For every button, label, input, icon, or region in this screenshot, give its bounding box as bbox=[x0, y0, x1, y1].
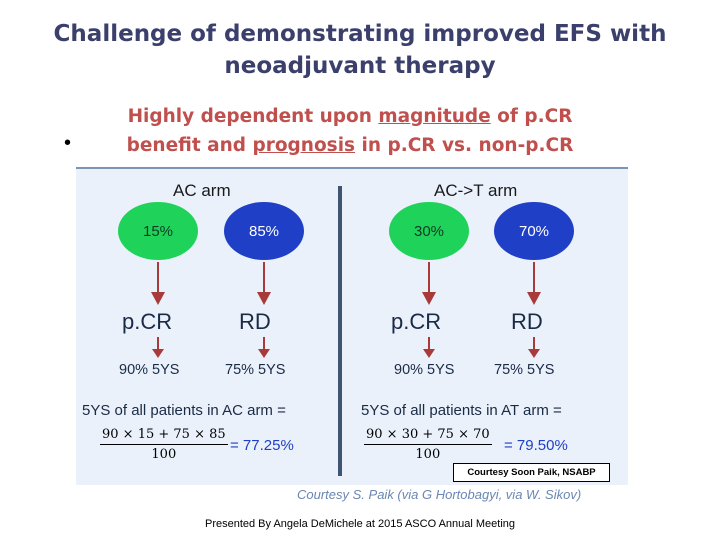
subtitle-text: in p.CR vs. non-p.CR bbox=[355, 135, 574, 156]
arm-divider bbox=[338, 186, 342, 476]
act-pcr-arrow bbox=[422, 262, 436, 305]
act-fraction-denominator: 100 bbox=[415, 447, 441, 462]
courtesy-line: Courtesy S. Paik (via G Hortobagyi, via … bbox=[297, 487, 582, 502]
slide-title-line-1: Challenge of demonstrating improved EFS … bbox=[53, 21, 667, 47]
ac-pcr-circle: 15% bbox=[118, 202, 198, 260]
ac-rd-small-arrow bbox=[258, 337, 270, 358]
act-pcr-small-arrow bbox=[423, 337, 435, 358]
act-result: = 79.50% bbox=[504, 437, 568, 454]
ac-rd-5ys: 75% 5YS bbox=[225, 362, 286, 378]
ac-rd-label: RD bbox=[239, 309, 271, 334]
courtesy-box: Courtesy Soon Paik, NSABP bbox=[453, 463, 610, 482]
ac-rd-circle: 85% bbox=[224, 202, 304, 260]
ac-pcr-5ys: 90% 5YS bbox=[119, 362, 180, 378]
ac-result: = 77.25% bbox=[230, 437, 294, 454]
bullet-marker: • bbox=[64, 132, 72, 154]
act-pcr-label: p.CR bbox=[391, 309, 442, 334]
subtitle-text: Highly dependent upon bbox=[127, 106, 379, 127]
footer: Presented By Angela DeMichele at 2015 AS… bbox=[204, 518, 516, 530]
ac-pcr-arrow bbox=[151, 262, 165, 305]
ac-fraction-denominator: 100 bbox=[151, 447, 177, 462]
ac-fraction-numerator: 90 × 15 + 75 × 85 bbox=[100, 427, 228, 445]
subtitle-text: benefit and bbox=[126, 135, 253, 156]
act-fraction-numerator: 90 × 30 + 75 × 70 bbox=[364, 427, 492, 445]
slide-title-line-2: neoadjuvant therapy bbox=[224, 53, 496, 79]
act-rd-label: RD bbox=[511, 309, 543, 334]
ac-pcr-label: p.CR bbox=[122, 309, 173, 334]
act-fraction: 90 × 30 + 75 × 70 100 bbox=[364, 427, 492, 462]
ac-arm-label: AC arm bbox=[173, 181, 231, 200]
ac-pcr-small-arrow bbox=[152, 337, 164, 358]
act-arm-label: AC->T arm bbox=[434, 181, 518, 200]
subtitle-underlined: prognosis bbox=[252, 135, 356, 156]
ac-rd-arrow bbox=[257, 262, 271, 305]
act-rd-circle: 70% bbox=[494, 202, 574, 260]
act-rd-5ys: 75% 5YS bbox=[494, 362, 555, 378]
subtitle-line-1: Highly dependent upon magnitude of p.CR bbox=[100, 102, 600, 131]
act-rd-arrow bbox=[527, 262, 541, 305]
subtitle: Highly dependent upon magnitude of p.CR … bbox=[100, 102, 600, 160]
act-rd-small-arrow bbox=[528, 337, 540, 358]
ac-fraction: 90 × 15 + 75 × 85 100 bbox=[100, 427, 228, 462]
arm-comparison-figure: AC arm 15% 85% AC->T arm 30% 70% p.CR RD… bbox=[76, 167, 628, 485]
slide-title: Challenge of demonstrating improved EFS … bbox=[0, 18, 720, 82]
act-pcr-5ys: 90% 5YS bbox=[394, 362, 455, 378]
act-pcr-circle: 30% bbox=[389, 202, 469, 260]
subtitle-underlined: magnitude bbox=[378, 106, 491, 127]
subtitle-line-2: benefit and prognosis in p.CR vs. non-p.… bbox=[100, 131, 600, 160]
act-calc-label: 5YS of all patients in AT arm = bbox=[361, 402, 562, 419]
subtitle-text: of p.CR bbox=[490, 106, 573, 127]
ac-calc-label: 5YS of all patients in AC arm = bbox=[82, 402, 286, 419]
